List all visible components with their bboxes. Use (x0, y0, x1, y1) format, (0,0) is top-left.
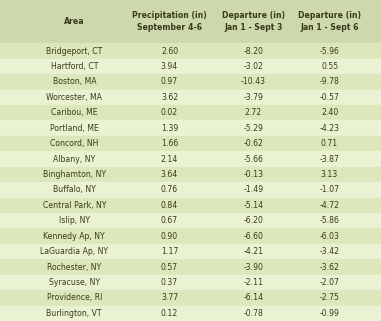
Text: -4.23: -4.23 (320, 124, 339, 133)
Bar (0, 198, 381, 213)
Text: Central Park, NY: Central Park, NY (43, 201, 106, 210)
Text: Precipitation (in)
September 4-6: Precipitation (in) September 4-6 (132, 11, 207, 32)
Text: 0.02: 0.02 (161, 108, 178, 117)
Text: 3.62: 3.62 (161, 93, 178, 102)
Text: Area: Area (64, 17, 85, 26)
Text: Departure (in)
Jan 1 - Sept 3: Departure (in) Jan 1 - Sept 3 (222, 11, 285, 32)
Text: 2.60: 2.60 (161, 47, 178, 56)
Bar (0, 43, 381, 59)
Bar (0, 275, 381, 290)
Text: 1.39: 1.39 (161, 124, 178, 133)
Text: Bridgeport, CT: Bridgeport, CT (46, 47, 102, 56)
Text: -8.20: -8.20 (243, 47, 263, 56)
Text: 3.94: 3.94 (161, 62, 178, 71)
Text: -3.79: -3.79 (243, 93, 263, 102)
Bar (0, 151, 381, 167)
Text: 0.97: 0.97 (161, 77, 178, 86)
Text: Burlington, VT: Burlington, VT (46, 309, 102, 318)
Text: -2.75: -2.75 (320, 293, 339, 302)
Text: -5.29: -5.29 (243, 124, 263, 133)
Text: 3.64: 3.64 (161, 170, 178, 179)
Text: 1.17: 1.17 (161, 247, 178, 256)
Text: Rochester, NY: Rochester, NY (47, 263, 101, 272)
Text: 0.55: 0.55 (321, 62, 338, 71)
Text: Buffalo, NY: Buffalo, NY (53, 186, 96, 195)
Text: 2.72: 2.72 (245, 108, 262, 117)
Bar (0, 259, 381, 275)
Text: Worcester, MA: Worcester, MA (46, 93, 102, 102)
Text: Hartford, CT: Hartford, CT (51, 62, 98, 71)
Text: -10.43: -10.43 (241, 77, 266, 86)
Text: Islip, NY: Islip, NY (59, 216, 90, 225)
Text: 2.40: 2.40 (321, 108, 338, 117)
Text: -3.90: -3.90 (243, 263, 263, 272)
Bar (0, 213, 381, 229)
Text: 0.76: 0.76 (161, 186, 178, 195)
Text: -5.96: -5.96 (320, 47, 339, 56)
Text: -0.99: -0.99 (320, 309, 339, 318)
Text: 0.71: 0.71 (321, 139, 338, 148)
Text: -4.72: -4.72 (320, 201, 339, 210)
Text: -9.78: -9.78 (320, 77, 339, 86)
Text: Providence, RI: Providence, RI (46, 293, 102, 302)
Text: 1.66: 1.66 (161, 139, 178, 148)
Bar (0, 59, 381, 74)
Bar (0, 182, 381, 198)
Text: Syracuse, NY: Syracuse, NY (49, 278, 100, 287)
Text: -3.87: -3.87 (320, 154, 339, 163)
Text: 2.14: 2.14 (161, 154, 178, 163)
Text: -5.86: -5.86 (320, 216, 339, 225)
Text: -5.14: -5.14 (243, 201, 263, 210)
Text: -3.62: -3.62 (320, 263, 339, 272)
Text: -1.49: -1.49 (243, 186, 263, 195)
Text: 0.37: 0.37 (161, 278, 178, 287)
Bar (0, 136, 381, 151)
Text: -0.62: -0.62 (243, 139, 263, 148)
Text: -3.42: -3.42 (320, 247, 339, 256)
Text: Kennedy Ap, NY: Kennedy Ap, NY (43, 232, 105, 241)
Bar (0, 306, 381, 321)
Text: -5.66: -5.66 (243, 154, 263, 163)
Text: 3.77: 3.77 (161, 293, 178, 302)
Bar (0, 74, 381, 90)
Text: Albany, NY: Albany, NY (53, 154, 95, 163)
Text: 0.84: 0.84 (161, 201, 178, 210)
Bar (0, 290, 381, 306)
Text: 0.90: 0.90 (161, 232, 178, 241)
Text: -6.14: -6.14 (243, 293, 263, 302)
Bar (0, 167, 381, 182)
Text: Boston, MA: Boston, MA (53, 77, 96, 86)
Bar (0, 90, 381, 105)
Text: -0.78: -0.78 (243, 309, 263, 318)
Bar (0, 105, 381, 120)
Text: -2.07: -2.07 (320, 278, 339, 287)
Text: -6.03: -6.03 (320, 232, 339, 241)
Text: 0.57: 0.57 (161, 263, 178, 272)
Bar (0, 120, 381, 136)
Text: 0.12: 0.12 (161, 309, 178, 318)
Text: Binghamton, NY: Binghamton, NY (43, 170, 106, 179)
Bar (0, 244, 381, 259)
Text: -1.07: -1.07 (320, 186, 339, 195)
Text: LaGuardia Ap, NY: LaGuardia Ap, NY (40, 247, 108, 256)
Text: -4.21: -4.21 (243, 247, 263, 256)
Text: -0.13: -0.13 (243, 170, 263, 179)
Text: -2.11: -2.11 (243, 278, 263, 287)
Text: -3.02: -3.02 (243, 62, 263, 71)
Text: Departure (in)
Jan 1 - Sept 6: Departure (in) Jan 1 - Sept 6 (298, 11, 361, 32)
Bar (0, 229, 381, 244)
Text: 3.13: 3.13 (321, 170, 338, 179)
Text: Caribou, ME: Caribou, ME (51, 108, 98, 117)
Text: 0.67: 0.67 (161, 216, 178, 225)
Text: Concord, NH: Concord, NH (50, 139, 98, 148)
Text: Portland, ME: Portland, ME (50, 124, 99, 133)
Text: -6.60: -6.60 (243, 232, 263, 241)
Text: -6.20: -6.20 (243, 216, 263, 225)
Text: -0.57: -0.57 (320, 93, 339, 102)
